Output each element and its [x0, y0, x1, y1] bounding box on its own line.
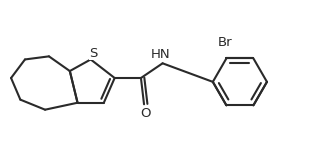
- Text: S: S: [90, 47, 98, 60]
- Text: HN: HN: [151, 48, 171, 61]
- Text: Br: Br: [217, 37, 232, 49]
- Text: O: O: [140, 107, 151, 120]
